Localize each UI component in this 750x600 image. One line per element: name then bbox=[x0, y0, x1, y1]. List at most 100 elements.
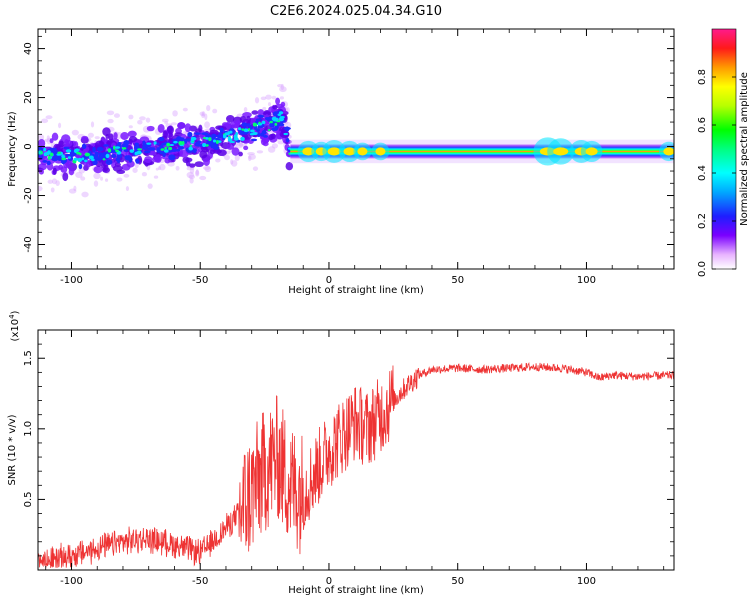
faint-speckle bbox=[159, 163, 166, 171]
faint-speckle bbox=[215, 158, 221, 163]
faint-speckle bbox=[256, 150, 264, 154]
hot-spot bbox=[67, 156, 71, 159]
faint-speckle bbox=[125, 186, 130, 192]
faint-speckle bbox=[247, 152, 255, 156]
y-tick-label: 1.0 bbox=[23, 421, 34, 437]
blue-core bbox=[263, 134, 268, 138]
hot-spot bbox=[178, 140, 183, 145]
purple-blob bbox=[225, 121, 231, 129]
purple-blob bbox=[127, 130, 137, 138]
x-tick-label: 100 bbox=[577, 275, 596, 286]
hot-spot bbox=[188, 146, 193, 151]
blue-core bbox=[134, 142, 139, 147]
spectrogram-y-label: Frequency (Hz) bbox=[7, 111, 18, 187]
purple-blob bbox=[81, 135, 89, 141]
faint-speckle bbox=[93, 180, 99, 187]
faint-speckle bbox=[243, 107, 248, 113]
purple-blob bbox=[93, 166, 103, 174]
band-blob-core bbox=[375, 147, 386, 156]
blue-core bbox=[168, 154, 176, 161]
hot-spot bbox=[243, 128, 249, 133]
colorbar-ticks: 0.0 0.2 0.4 0.6 0.8 bbox=[697, 69, 736, 277]
hot-spot bbox=[57, 151, 61, 155]
hot-spot bbox=[283, 132, 289, 136]
faint-speckle bbox=[277, 140, 285, 145]
faint-speckle bbox=[204, 121, 210, 129]
purple-blob bbox=[177, 122, 186, 129]
hot-spot bbox=[61, 157, 67, 161]
band-blob-core bbox=[663, 147, 674, 156]
blue-core bbox=[269, 122, 275, 128]
hot-spot bbox=[74, 148, 80, 152]
faint-speckle bbox=[41, 118, 49, 124]
purple-blob bbox=[112, 165, 123, 172]
blue-core bbox=[257, 125, 262, 129]
spectrogram-panel: -100 -50 0 50 100 -40 -20 0 20 40 Height of stra… bbox=[7, 28, 675, 296]
purple-blob bbox=[52, 167, 57, 175]
x-tick-label: 50 bbox=[451, 275, 464, 286]
blue-core bbox=[42, 160, 48, 163]
blue-core bbox=[261, 130, 267, 135]
hot-spot bbox=[77, 157, 83, 163]
blue-core bbox=[111, 153, 117, 158]
y-tick-label: 1.5 bbox=[23, 350, 34, 366]
hot-spot bbox=[163, 149, 169, 153]
blue-core bbox=[175, 148, 181, 152]
hot-spot bbox=[146, 142, 152, 145]
faint-speckle bbox=[58, 122, 62, 129]
blue-core bbox=[177, 146, 185, 150]
hot-spot bbox=[121, 147, 127, 150]
hot-spot bbox=[249, 133, 255, 136]
blue-core bbox=[115, 157, 120, 162]
faint-speckle bbox=[164, 121, 168, 125]
blue-core bbox=[92, 160, 98, 166]
x-tick-label: 100 bbox=[577, 576, 596, 587]
hot-spot bbox=[261, 120, 266, 125]
faint-speckle bbox=[201, 111, 206, 117]
faint-speckle bbox=[252, 166, 259, 171]
faint-speckle bbox=[45, 115, 53, 120]
faint-speckle bbox=[157, 166, 162, 171]
hot-spot bbox=[168, 146, 173, 151]
faint-speckle bbox=[199, 175, 207, 181]
colorbar: 0.0 0.2 0.4 0.6 0.8 Normalized spectral ampl… bbox=[697, 28, 750, 277]
purple-blob bbox=[58, 164, 64, 170]
hot-spot bbox=[115, 149, 119, 153]
blue-core bbox=[277, 123, 285, 127]
faint-speckle bbox=[267, 146, 276, 153]
purple-blob bbox=[184, 123, 192, 133]
faint-speckle bbox=[141, 171, 148, 177]
colorbar-gradient bbox=[712, 29, 736, 269]
purple-blob bbox=[103, 164, 109, 172]
faint-speckle bbox=[247, 155, 252, 162]
faint-speckle bbox=[203, 165, 211, 171]
blue-core bbox=[40, 155, 44, 160]
faint-speckle bbox=[265, 94, 272, 100]
spectrogram-x-ticks: -100 -50 0 50 100 bbox=[45, 29, 665, 286]
purple-blob bbox=[113, 132, 118, 140]
faint-speckle bbox=[231, 160, 238, 167]
faint-speckle bbox=[116, 177, 123, 182]
faint-speckle bbox=[44, 138, 49, 143]
purple-blob bbox=[65, 160, 72, 169]
band-blob-core bbox=[327, 147, 341, 156]
faint-speckle bbox=[38, 185, 43, 192]
faint-speckle bbox=[235, 142, 244, 149]
blue-core bbox=[88, 151, 92, 154]
hot-spot bbox=[47, 155, 51, 160]
purple-blob bbox=[270, 133, 276, 140]
faint-speckle bbox=[189, 167, 195, 175]
purple-blob bbox=[166, 125, 173, 133]
faint-speckle bbox=[161, 118, 169, 123]
faint-speckle bbox=[123, 173, 130, 178]
faint-speckle bbox=[71, 129, 79, 136]
spectrogram-frame bbox=[37, 28, 675, 270]
x-tick-label: 0 bbox=[326, 576, 332, 587]
purple-blob bbox=[185, 157, 193, 163]
blue-core bbox=[144, 150, 151, 154]
purple-blob bbox=[168, 132, 173, 142]
blue-core bbox=[158, 136, 165, 142]
blue-core bbox=[255, 118, 262, 122]
hot-spot bbox=[153, 141, 157, 145]
x-tick-label: -100 bbox=[60, 576, 83, 587]
